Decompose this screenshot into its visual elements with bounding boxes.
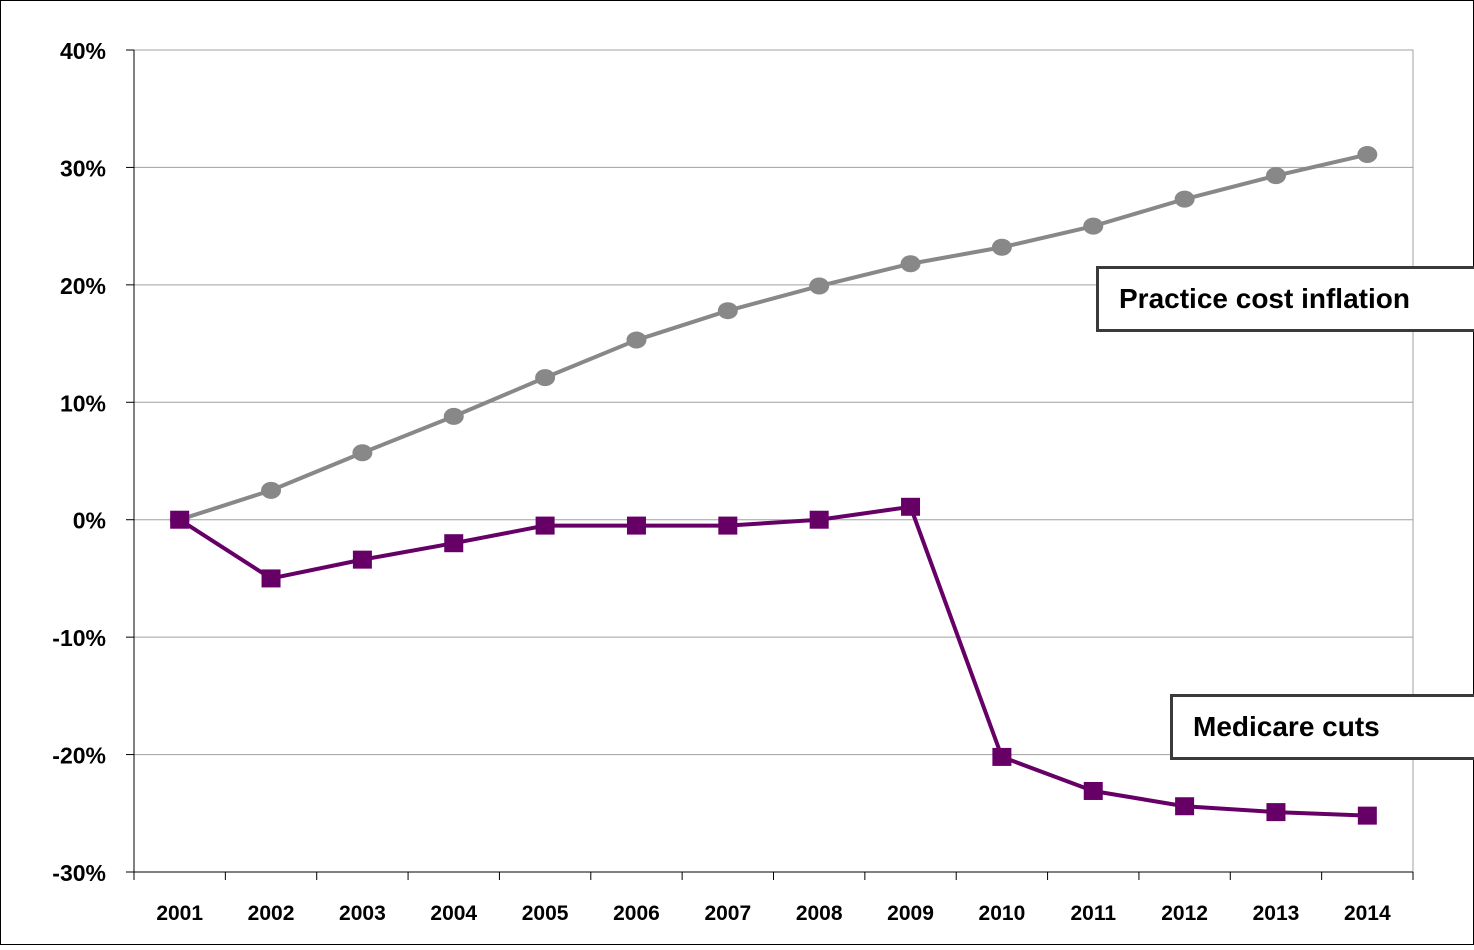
y-tick-label: 0%	[73, 508, 106, 534]
y-tick-label: 40%	[60, 38, 106, 64]
x-tick-label: 2001	[156, 902, 203, 925]
data-point	[992, 747, 1012, 766]
data-point	[718, 516, 738, 535]
data-point	[1083, 217, 1104, 235]
y-tick-label: 20%	[60, 273, 106, 299]
data-point	[535, 369, 556, 387]
x-tick-label: 2009	[887, 902, 934, 925]
x-tick-label: 2002	[248, 902, 295, 925]
x-tick-label: 2014	[1344, 902, 1391, 925]
data-point	[261, 481, 282, 499]
data-point	[809, 277, 830, 295]
label-medicare-cuts: Medicare cuts	[1170, 694, 1474, 760]
label-practice-cost-inflation: Practice cost inflation	[1096, 266, 1474, 332]
axes: -30% -20% -10% 0% 10% 20% 30% 40% 2001 2002 2003 20…	[52, 38, 1414, 925]
data-point	[991, 238, 1012, 256]
x-tick-label: 2012	[1161, 902, 1208, 925]
data-point	[535, 516, 555, 535]
data-point	[901, 497, 921, 516]
series-1	[170, 497, 1377, 825]
x-tick-label: 2003	[339, 902, 386, 925]
x-tick-label: 2010	[979, 902, 1026, 925]
series-0	[169, 146, 1378, 529]
data-point	[1265, 167, 1286, 185]
data-point	[900, 255, 921, 273]
data-point	[1266, 803, 1286, 822]
data-point	[1174, 190, 1195, 208]
data-point	[1083, 781, 1103, 800]
data-point	[809, 510, 829, 529]
data-point	[1357, 146, 1378, 164]
data-point	[352, 444, 373, 462]
data-point	[352, 550, 372, 569]
y-tick-label: -10%	[52, 625, 106, 651]
x-tick-label: 2011	[1070, 902, 1116, 925]
x-tick-label: 2005	[522, 902, 569, 925]
y-tick-label: -20%	[52, 743, 106, 769]
y-tick-label: 30%	[60, 155, 106, 181]
x-tick-label: 2013	[1253, 902, 1300, 925]
x-tick-label: 2007	[704, 902, 751, 925]
data-point	[626, 516, 646, 535]
x-tick-label: 2008	[796, 902, 843, 925]
data-point	[261, 569, 281, 588]
data-point	[1175, 797, 1195, 816]
series-line	[178, 504, 1368, 818]
label-medicare-cuts-text: Medicare cuts	[1193, 711, 1380, 742]
data-point	[444, 534, 464, 553]
data-point	[717, 302, 738, 320]
x-tick-label: 2006	[613, 902, 660, 925]
data-point	[443, 407, 464, 425]
data-point	[170, 510, 190, 529]
label-practice-cost-inflation-text: Practice cost inflation	[1119, 283, 1410, 314]
series	[169, 146, 1378, 825]
y-tick-label: 10%	[60, 390, 106, 416]
data-point	[1357, 806, 1377, 825]
series-line	[179, 152, 1368, 522]
y-tick-label: -30%	[52, 860, 106, 886]
data-point	[626, 331, 647, 349]
x-tick-label: 2004	[430, 902, 477, 925]
